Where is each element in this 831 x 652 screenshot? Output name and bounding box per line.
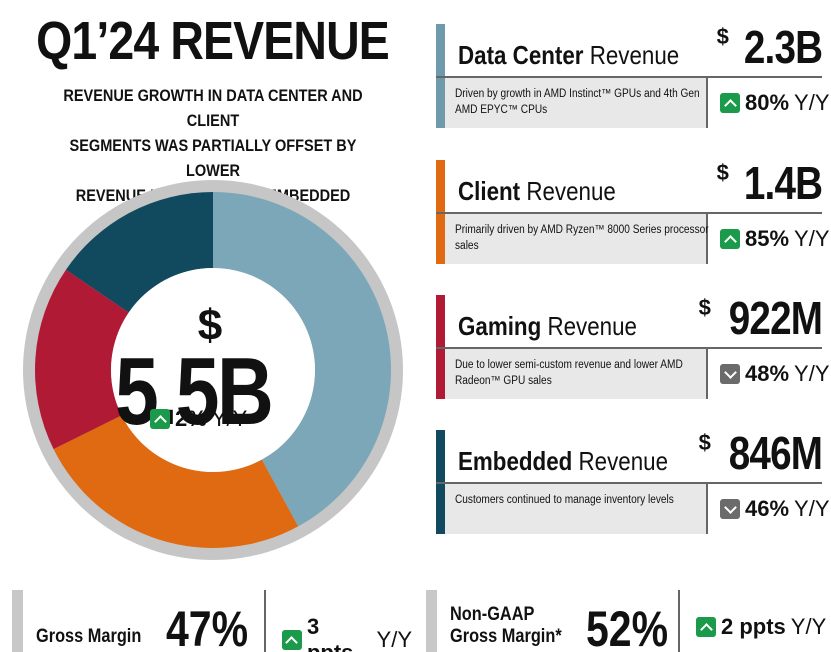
donut-slice-client xyxy=(53,415,299,548)
segment-value: $1.4B xyxy=(716,157,823,209)
margin-label: Non-GAAP Gross Margin* xyxy=(450,604,562,647)
margin-value: 52% xyxy=(586,601,669,652)
up-arrow-icon xyxy=(282,630,302,650)
segment-card-data-center: Data Center Revenue $2.3B Driven by grow… xyxy=(436,21,830,128)
segment-change: 85% Y/Y xyxy=(720,226,830,252)
divider xyxy=(264,590,266,652)
segment-description: Due to lower semi-custom revenue and low… xyxy=(455,359,683,387)
non-gaap-gross-margin-panel: Non-GAAP Gross Margin* 52% 2 ppts Y/Y xyxy=(426,590,828,652)
divider xyxy=(678,590,680,652)
revenue-donut-chart xyxy=(23,180,403,560)
divider xyxy=(436,212,822,214)
page-title: Q1’24 REVENUE xyxy=(36,11,390,71)
segment-change: 46% Y/Y xyxy=(720,496,830,522)
donut-slice-embedded xyxy=(65,192,213,313)
segment-value: $846M xyxy=(698,427,823,479)
segment-name: Data Center Revenue xyxy=(458,40,680,70)
margin-bar xyxy=(12,590,23,652)
margin-change: 2 ppts Y/Y xyxy=(696,614,826,640)
segment-card-embedded: Embedded Revenue $846M Customers continu… xyxy=(436,427,830,534)
divider xyxy=(436,76,822,78)
segment-card-gaming: Gaming Revenue $922M Due to lower semi-c… xyxy=(436,292,830,399)
total-change: 2% Y/Y xyxy=(150,406,300,432)
segment-card-client: Client Revenue $1.4B Primarily driven by… xyxy=(436,157,830,264)
segment-description: Customers continued to manage inventory … xyxy=(455,494,674,506)
segment-description-box: Driven by growth in AMD Instinct™ GPUs a… xyxy=(445,78,708,128)
divider xyxy=(436,347,822,349)
segment-name: Gaming Revenue xyxy=(458,311,637,341)
total-revenue: $5.5B xyxy=(105,300,315,440)
segment-description-box: Due to lower semi-custom revenue and low… xyxy=(445,349,708,399)
up-arrow-icon xyxy=(696,617,716,637)
total-currency: $ xyxy=(197,301,223,350)
donut-slice-gaming xyxy=(34,269,129,450)
up-arrow-icon xyxy=(720,93,740,113)
margin-bar xyxy=(426,590,437,652)
segment-change: 48% Y/Y xyxy=(720,361,830,387)
segment-description-box: Primarily driven by AMD Ryzen™ 8000 Seri… xyxy=(445,214,709,264)
segment-value: $2.3B xyxy=(716,21,823,73)
segment-description: Driven by growth in AMD Instinct™ GPUs a… xyxy=(455,88,700,116)
margin-value: 47% xyxy=(166,601,249,652)
down-arrow-icon xyxy=(720,364,740,384)
segment-value: $922M xyxy=(698,292,823,344)
segment-description: Primarily driven by AMD Ryzen™ 8000 Seri… xyxy=(455,224,709,252)
total-change-value: 2% xyxy=(175,406,207,431)
donut-slice-data-center xyxy=(213,192,391,527)
up-arrow-icon xyxy=(150,409,170,429)
total-amount: 5.5B xyxy=(114,338,274,445)
up-arrow-icon xyxy=(720,229,740,249)
segment-change: 80% Y/Y xyxy=(720,90,830,116)
down-arrow-icon xyxy=(720,499,740,519)
total-change-suffix: Y/Y xyxy=(211,406,248,431)
margin-label: Gross Margin xyxy=(36,626,142,647)
segment-name: Embedded Revenue xyxy=(458,446,669,476)
divider xyxy=(436,482,822,484)
segment-name: Client Revenue xyxy=(458,176,616,206)
segment-description-box: Customers continued to manage inventory … xyxy=(445,484,708,534)
